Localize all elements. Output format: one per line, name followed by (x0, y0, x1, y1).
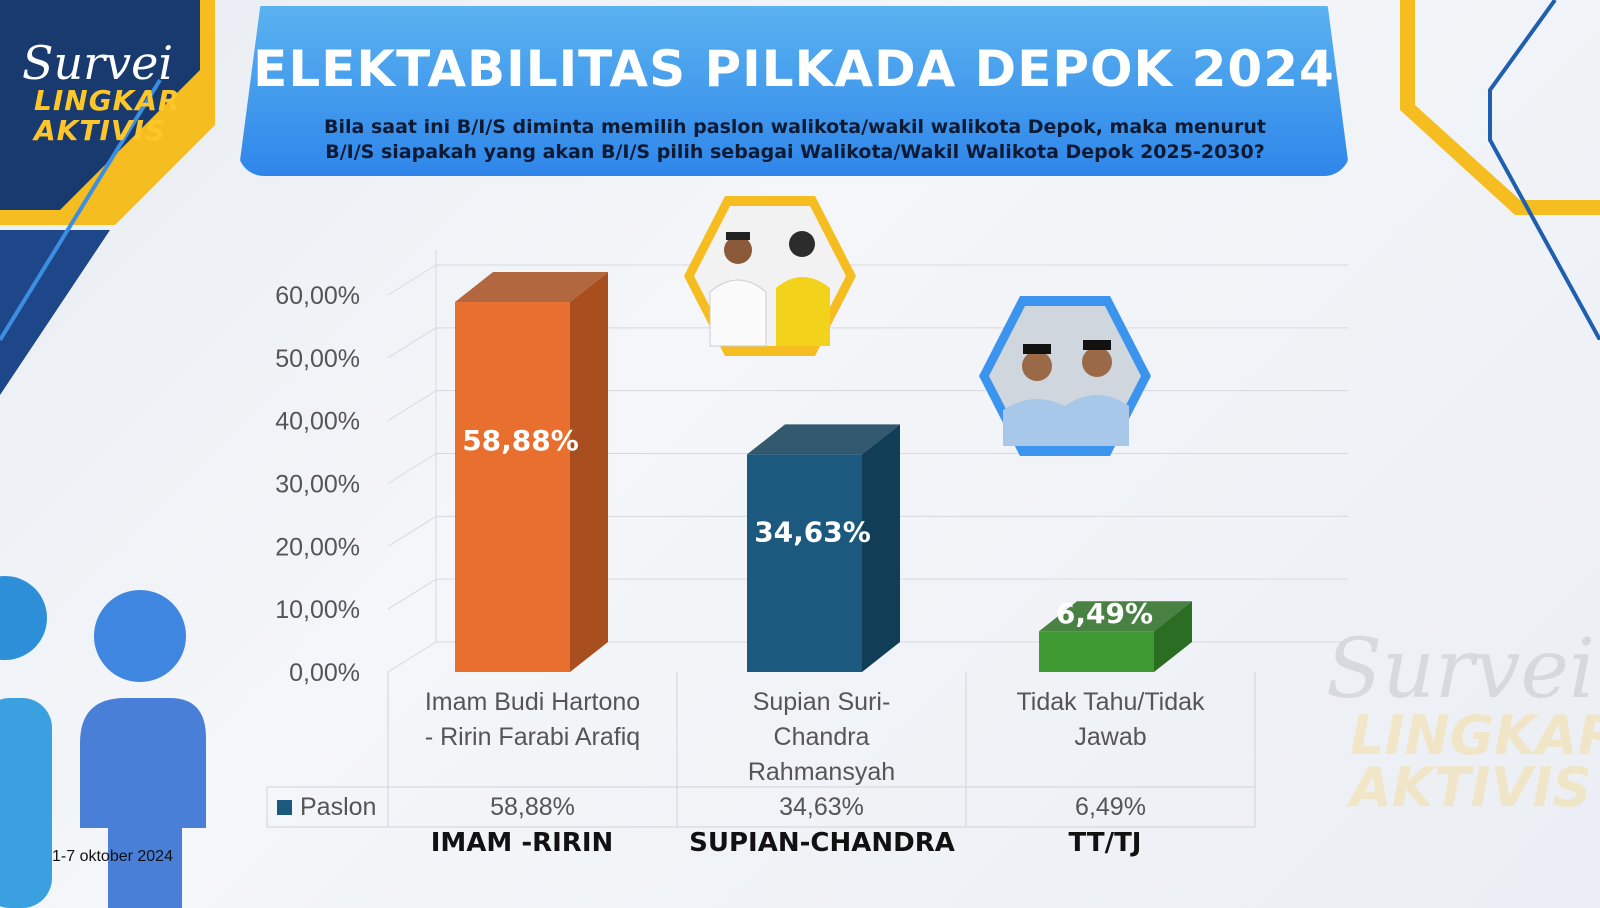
table-value: 34,63% (779, 793, 864, 821)
grid-diagonal (387, 578, 437, 610)
watermark-logo: Survei LINGKAR AKTIVIS (1310, 622, 1600, 819)
x-category-label: - Ririn Farabi Arafiq (425, 723, 640, 751)
x-category-label: Jawab (1074, 723, 1146, 751)
grid-diagonal (387, 641, 437, 673)
candidate-photo-imam-ririn (684, 196, 856, 356)
y-tick-label: 30,00% (275, 471, 360, 499)
table-value: 58,88% (490, 793, 575, 821)
corner-decoration-left (0, 0, 215, 395)
x-category-label: Supian Suri- (753, 688, 891, 716)
y-tick-label: 0,00% (289, 659, 360, 687)
bar-side (1154, 601, 1192, 672)
page-subtitle: Bila saat ini B/I/S diminta memilih pasl… (300, 115, 1290, 165)
short-name-imam-ririn: IMAM -RIRIN (430, 828, 614, 858)
corner-decoration-right (1400, 0, 1600, 340)
grid-diagonal (387, 390, 437, 422)
x-category-label: Rahmansyah (748, 758, 895, 786)
y-tick-label: 10,00% (275, 596, 360, 624)
page-title: ELEKTABILITAS PILKADA DEPOK 2024 (253, 40, 1335, 98)
data-label: 58,88% (462, 424, 579, 457)
bar-top (747, 424, 900, 455)
legend-swatch (277, 800, 292, 815)
logo-line-2: LINGKAR (34, 84, 181, 117)
subtitle-line-2: B/I/S siapakah yang akan B/I/S pilih seb… (325, 141, 1265, 163)
short-name-supian-chandra: SUPIAN-CHANDRA (689, 828, 955, 858)
watermark-line-1: Survei (1326, 622, 1596, 717)
watermark-line-2: LINGKAR (1350, 704, 1600, 767)
watermark-line-3: AKTIVIS (1350, 756, 1592, 819)
header-banner (238, 6, 1350, 176)
bar-side (862, 424, 900, 672)
grid-diagonal (387, 453, 437, 484)
bar-top (455, 272, 608, 303)
y-tick-label: 60,00% (275, 282, 360, 310)
legend-label: Paslon (300, 793, 376, 821)
survey-date: 1-7 oktober 2024 (52, 848, 173, 865)
grid-diagonal (387, 515, 437, 547)
bar (1039, 631, 1154, 672)
grid-diagonal (387, 327, 437, 359)
people-illustration (0, 576, 206, 908)
data-label: 34,63% (754, 515, 871, 548)
x-category-label: Imam Budi Hartono (425, 688, 640, 716)
brand-logo: Survei LINGKAR AKTIVIS (22, 40, 202, 146)
logo-line-1: Survei (22, 36, 174, 90)
y-tick-label: 50,00% (275, 345, 360, 373)
x-category-label: Tidak Tahu/Tidak (1016, 688, 1205, 716)
data-label: 6,49% (1056, 597, 1153, 630)
subtitle-line-1: Bila saat ini B/I/S diminta memilih pasl… (324, 116, 1266, 138)
short-name-tt-tj: TT/TJ (1068, 828, 1142, 858)
bar (747, 454, 862, 672)
bar-top (1039, 601, 1192, 632)
x-category-label: Chandra (774, 723, 870, 751)
grid-diagonal (387, 264, 437, 296)
y-tick-label: 20,00% (275, 533, 360, 561)
candidate-photo-supian-chandra (979, 296, 1151, 456)
y-tick-label: 40,00% (275, 408, 360, 436)
bar (455, 302, 570, 672)
bar-side (570, 272, 608, 672)
logo-line-3: AKTIVIS (34, 114, 167, 147)
table-value: 6,49% (1075, 793, 1146, 821)
